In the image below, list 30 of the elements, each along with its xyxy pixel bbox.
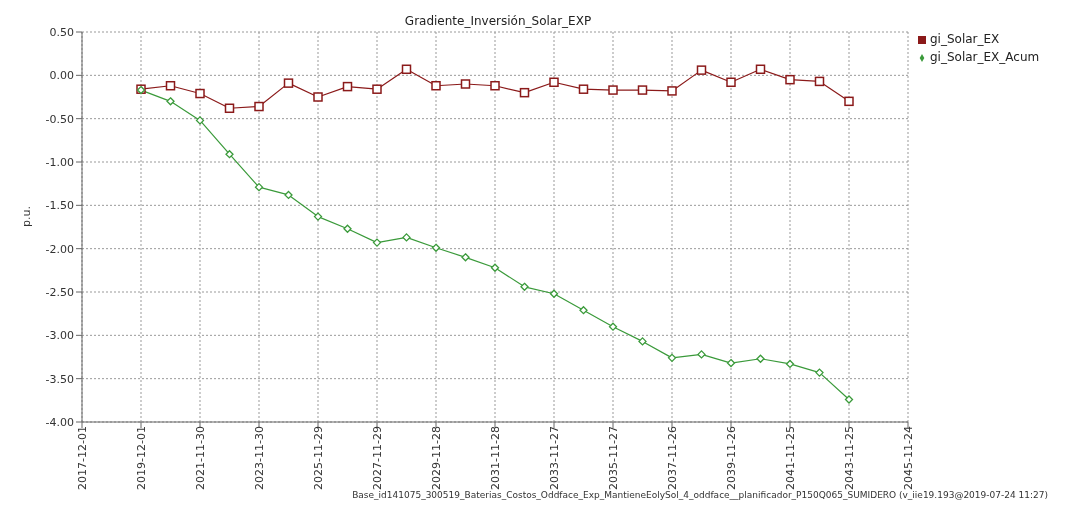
x-tick-label: 2039-11-26 <box>724 426 738 490</box>
y-tick-label: -0.50 <box>45 112 74 126</box>
x-tick-label: 2017-12-01 <box>75 426 89 490</box>
legend-label: gi_Solar_EX <box>930 32 1000 46</box>
x-tick-label: 2027-11-29 <box>370 426 384 490</box>
x-tick-label: 2043-11-25 <box>842 426 856 490</box>
y-tick-label: -2.50 <box>45 285 74 299</box>
y-tick-label: -3.50 <box>45 372 74 386</box>
legend-label: gi_Solar_EX_Acum <box>930 50 1040 64</box>
y-tick-label: -3.00 <box>45 329 74 343</box>
x-tick-label: 2045-11-24 <box>901 426 915 490</box>
x-tick-label: 2037-11-26 <box>665 426 679 490</box>
x-tick-label: 2035-11-27 <box>606 426 620 490</box>
y-tick-label: 0.00 <box>49 69 74 83</box>
y-tick-label: 0.50 <box>49 25 74 39</box>
y-tick-label: -1.00 <box>45 155 74 169</box>
x-tick-label: 2029-11-28 <box>429 426 443 490</box>
x-tick-label: 2023-11-30 <box>252 426 266 490</box>
y-tick-label: -1.50 <box>45 199 74 213</box>
text: Base_id141075_300519_Baterias_Costos_Oddface_Exp_MantieneEolySol_4_oddface__planificador_P150Q065_SUMIDERO (v_iie19.193@2019-07-24 11:27) <box>352 490 1048 500</box>
x-tick-label: 2021-11-30 <box>193 426 207 490</box>
chart-title: Gradiente_Inversión_Solar_EXP <box>404 14 592 28</box>
x-tick-label: 2031-11-28 <box>488 426 502 490</box>
x-tick-label: 2033-11-27 <box>547 426 561 490</box>
y-axis-title: p.u. <box>19 206 33 227</box>
x-tick-label: 2019-12-01 <box>134 426 148 490</box>
y-tick-label: -2.00 <box>45 242 74 256</box>
x-tick-label: 2025-11-29 <box>311 426 325 490</box>
y-tick-label: -4.00 <box>45 415 74 429</box>
x-tick-label: 2041-11-25 <box>783 426 797 490</box>
